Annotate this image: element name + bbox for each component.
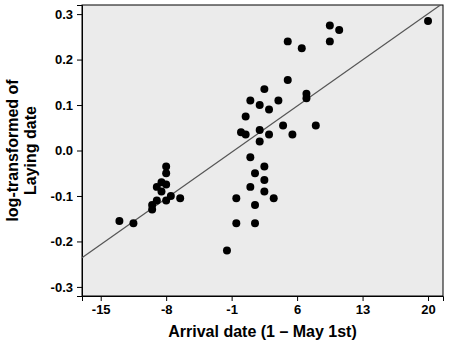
point bbox=[232, 194, 240, 202]
point bbox=[284, 37, 292, 45]
tick-label: 0.1 bbox=[55, 98, 73, 113]
plot: -15 -8 -1 6 13 20 -0.3 -0.2 -0.1 0.0 0.1 0.2 0.3 bbox=[51, 3, 444, 317]
tick: 0.2 bbox=[55, 52, 82, 67]
tick: -1 bbox=[226, 296, 238, 317]
point bbox=[265, 106, 273, 114]
tick-mark bbox=[101, 296, 102, 301]
y-axis-title-line: log-transformed of bbox=[4, 79, 21, 222]
tick: -0.3 bbox=[51, 280, 82, 295]
point bbox=[232, 219, 240, 227]
tick: 0.0 bbox=[55, 143, 82, 158]
point bbox=[274, 96, 282, 104]
point bbox=[129, 219, 137, 227]
tick-label: 0.0 bbox=[55, 143, 73, 158]
point bbox=[260, 176, 268, 184]
point bbox=[115, 217, 123, 225]
tick-label: -8 bbox=[161, 302, 173, 317]
point bbox=[242, 131, 250, 139]
point bbox=[162, 169, 170, 177]
tick-mark bbox=[77, 241, 82, 242]
tick-mark bbox=[232, 296, 233, 301]
tick: -15 bbox=[92, 296, 111, 317]
point bbox=[153, 197, 161, 205]
point bbox=[260, 187, 268, 195]
tick-mark bbox=[77, 151, 82, 152]
point bbox=[270, 194, 278, 202]
tick-label: -0.2 bbox=[51, 234, 73, 249]
point bbox=[312, 122, 320, 130]
point bbox=[256, 126, 264, 134]
tick: 20 bbox=[421, 296, 435, 317]
tick-label: 6 bbox=[294, 302, 301, 317]
tick-label: 13 bbox=[356, 302, 370, 317]
point bbox=[223, 247, 231, 255]
tick-label: 20 bbox=[421, 302, 435, 317]
point bbox=[279, 122, 287, 130]
point bbox=[251, 219, 259, 227]
y-axis: -0.3 -0.2 -0.1 0.0 0.1 0.2 0.3 bbox=[51, 6, 83, 297]
plot-background bbox=[82, 5, 443, 296]
point bbox=[256, 137, 264, 145]
point bbox=[251, 169, 259, 177]
tick: -0.1 bbox=[51, 189, 82, 204]
y-axis-title: log-transformed ofLaying date bbox=[4, 79, 39, 222]
point bbox=[326, 37, 334, 45]
x-axis-title: Arrival date (1 – May 1st) bbox=[168, 323, 357, 340]
point bbox=[260, 162, 268, 170]
tick-mark bbox=[428, 296, 429, 301]
tick: 0.3 bbox=[55, 7, 82, 22]
point bbox=[158, 187, 166, 195]
tick: 6 bbox=[294, 296, 301, 317]
point bbox=[246, 153, 254, 161]
tick: 0.1 bbox=[55, 98, 82, 113]
tick-mark bbox=[166, 296, 167, 301]
tick-label: -15 bbox=[92, 302, 111, 317]
point bbox=[335, 26, 343, 34]
point bbox=[242, 112, 250, 120]
y-axis-title-line: Laying date bbox=[22, 106, 39, 195]
chart: -15 -8 -1 6 13 20 -0.3 -0.2 -0.1 0.0 0.1 0.2 0.3 Arri… bbox=[0, 0, 452, 347]
tick-mark bbox=[77, 287, 82, 288]
tick: -8 bbox=[161, 296, 173, 317]
x-axis: -15 -8 -1 6 13 20 bbox=[83, 296, 444, 317]
point bbox=[298, 44, 306, 52]
point bbox=[265, 131, 273, 139]
point bbox=[167, 192, 175, 200]
plot-frame bbox=[82, 5, 443, 296]
axis-line bbox=[83, 297, 444, 302]
trend-line bbox=[82, 5, 443, 258]
point bbox=[176, 194, 184, 202]
tick-mark bbox=[77, 105, 82, 106]
point bbox=[251, 201, 259, 209]
tick-mark bbox=[363, 296, 364, 301]
tick: -0.2 bbox=[51, 234, 82, 249]
point bbox=[260, 85, 268, 93]
tick-mark bbox=[77, 60, 82, 61]
point bbox=[326, 21, 334, 29]
point bbox=[162, 162, 170, 170]
point bbox=[246, 96, 254, 104]
point bbox=[288, 131, 296, 139]
tick: 13 bbox=[356, 296, 370, 317]
point bbox=[284, 76, 292, 84]
tick-label: -1 bbox=[226, 302, 238, 317]
tick-mark bbox=[77, 196, 82, 197]
point bbox=[424, 17, 432, 25]
point bbox=[246, 183, 254, 191]
tick-label: -0.1 bbox=[51, 189, 73, 204]
marks bbox=[82, 5, 443, 258]
tick-label: 0.2 bbox=[55, 52, 73, 67]
tick-mark bbox=[297, 296, 298, 301]
point bbox=[162, 181, 170, 189]
tick-label: 0.3 bbox=[55, 7, 73, 22]
point bbox=[148, 206, 156, 214]
point bbox=[302, 90, 310, 98]
tick-label: -0.3 bbox=[51, 280, 73, 295]
tick-mark bbox=[77, 14, 82, 15]
point bbox=[256, 101, 264, 109]
